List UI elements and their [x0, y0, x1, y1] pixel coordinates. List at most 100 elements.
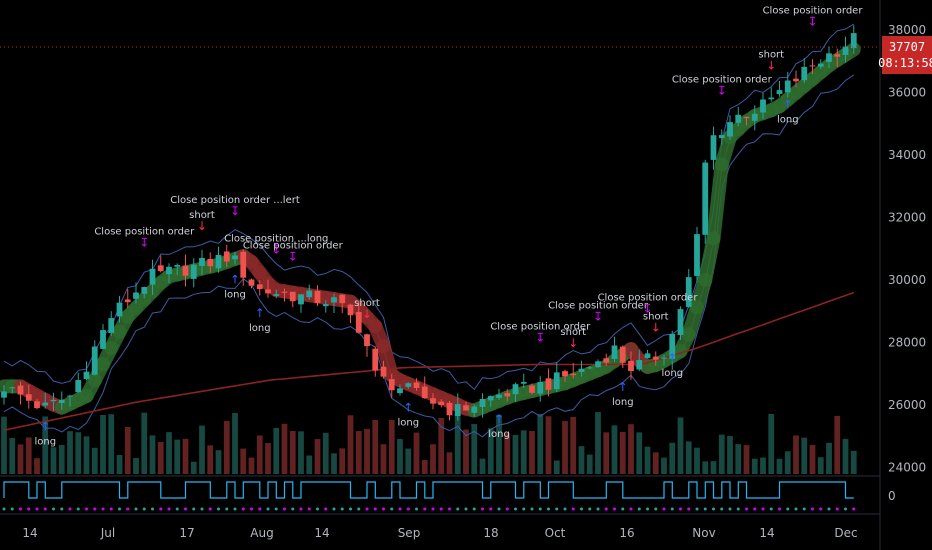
- x-tick-label: 18: [483, 526, 498, 540]
- candle-body: [644, 353, 651, 359]
- oscillator-dot: [827, 507, 831, 511]
- candle-body: [685, 277, 692, 307]
- candle-body: [232, 255, 238, 260]
- volume-bar: [223, 421, 230, 474]
- candle-body: [512, 384, 519, 395]
- candle-body: [124, 299, 131, 303]
- candle-body: [586, 367, 593, 369]
- volume-bar: [760, 457, 766, 474]
- close-order-label: Close position ...long: [224, 233, 328, 244]
- candle-body: [157, 265, 164, 272]
- candle-body: [116, 302, 123, 317]
- bar-countdown-label: 08:13:58: [878, 56, 932, 70]
- close-order-marker: ↧: [535, 330, 545, 344]
- candle-body: [364, 334, 370, 347]
- candle-body: [652, 356, 659, 360]
- candle-body: [182, 265, 189, 276]
- candle-body: [611, 345, 618, 359]
- oscillator-dot: [588, 507, 592, 511]
- candle-body: [265, 289, 271, 294]
- price-badge: 37707 08:13:58: [0, 36, 932, 74]
- oscillator-dot: [365, 507, 369, 511]
- candle-body: [380, 366, 387, 377]
- x-tick-label: 14: [759, 526, 774, 540]
- close-order-marker: ↧: [642, 302, 652, 316]
- volume-bar: [529, 430, 535, 474]
- volume-bar: [182, 438, 189, 474]
- last-price-label: 37707: [889, 40, 925, 54]
- close-order-label: Close position order: [94, 226, 195, 237]
- volume-bar: [91, 447, 98, 474]
- volume-bar: [784, 451, 791, 474]
- volume-bar: [537, 413, 544, 474]
- long-arrow: ↑: [494, 412, 504, 426]
- candle-body: [801, 66, 808, 81]
- oscillator-dot: [646, 507, 649, 511]
- oscillator-dot: [637, 507, 641, 511]
- oscillator-dot: [93, 507, 97, 511]
- volume-bar: [248, 457, 255, 474]
- candle-body: [331, 297, 337, 303]
- volume-bar: [331, 453, 337, 474]
- oscillator-dot: [712, 507, 715, 511]
- candle-body: [281, 291, 288, 293]
- volume-bar: [190, 461, 197, 474]
- oscillator-dot: [662, 507, 666, 511]
- oscillator-dot: [68, 507, 72, 511]
- volume-bar: [322, 432, 329, 474]
- y-tick-label: 26000: [888, 398, 926, 412]
- oscillator-dot: [151, 507, 154, 511]
- candle-body: [504, 393, 511, 397]
- oscillator-dot: [522, 507, 526, 511]
- volume-bar: [727, 436, 733, 474]
- short-label: short: [758, 49, 784, 60]
- short-arrow: ↓: [362, 307, 372, 321]
- candle-body: [694, 234, 700, 276]
- oscillator-dot: [687, 507, 691, 511]
- volume-bar: [141, 412, 148, 474]
- volume-bar: [710, 461, 717, 474]
- candle-body: [710, 135, 717, 160]
- candle-body: [793, 78, 799, 82]
- volume-bar: [702, 461, 709, 474]
- volume-bar: [347, 415, 354, 474]
- oscillator-dot: [464, 507, 468, 511]
- close-order-label: Close position order: [490, 321, 591, 332]
- candle-body: [34, 401, 40, 409]
- y-tick-label: 36000: [888, 85, 926, 99]
- candle-body: [256, 284, 263, 290]
- volume-bar: [108, 414, 115, 474]
- candle-body: [100, 330, 106, 349]
- candle-body: [842, 46, 849, 55]
- x-tick-label: Aug: [250, 526, 273, 540]
- volume-bar: [578, 446, 585, 474]
- candle-body: [25, 394, 32, 401]
- volume-bar: [75, 432, 82, 474]
- candle-body: [207, 258, 214, 267]
- y-axis: 24000 26000 28000 30000 32000 34000 36000 38000: [879, 0, 926, 550]
- oscillator-dot: [580, 507, 583, 511]
- volume-bar: [207, 445, 214, 474]
- candle-body: [496, 394, 502, 398]
- volume-bar: [100, 414, 106, 474]
- oscillator-dot: [241, 507, 245, 511]
- volume-bar: [215, 450, 222, 474]
- candle-body: [347, 304, 354, 316]
- candle-body: [850, 33, 857, 49]
- volume-bar: [42, 416, 49, 474]
- candle-body: [355, 311, 362, 333]
- volume-bar: [289, 430, 296, 474]
- oscillator-dot: [778, 507, 781, 511]
- oscillator-dot: [489, 507, 493, 511]
- volume-bar: [397, 439, 403, 474]
- volume-bar: [306, 455, 313, 474]
- volume-bar: [545, 416, 552, 474]
- long-label: long: [34, 437, 56, 448]
- volume-bar: [199, 425, 205, 474]
- volume-bar: [842, 438, 849, 474]
- oscillator-dot: [184, 507, 187, 511]
- volume-bar: [240, 448, 247, 474]
- volume-bar: [669, 442, 676, 474]
- short-label: short: [189, 210, 215, 221]
- oscillator-dot: [481, 507, 484, 511]
